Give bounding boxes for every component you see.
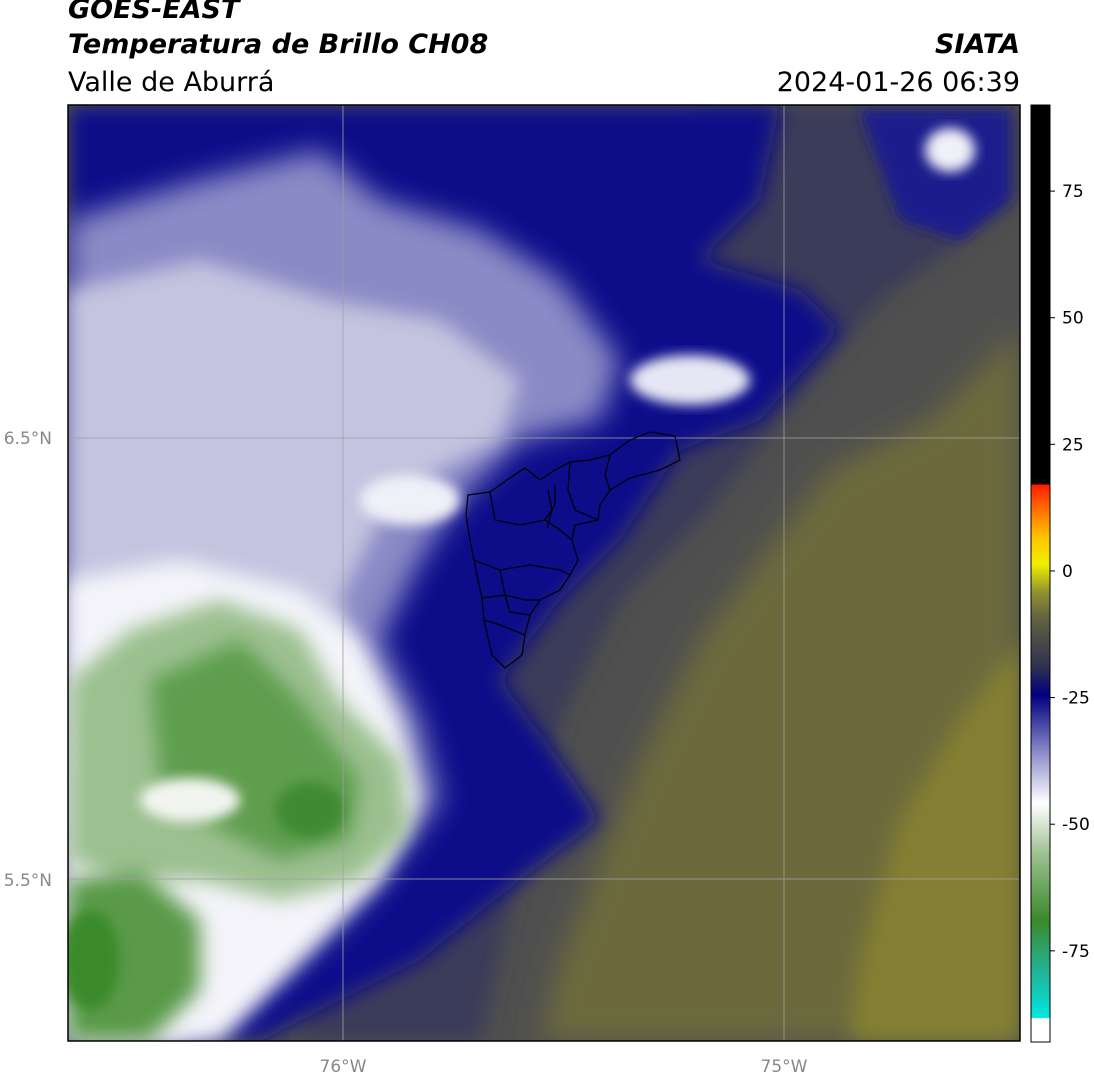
- colorbar-tick-label: -50: [1062, 815, 1090, 835]
- map-frame: [67, 104, 1021, 1042]
- colorbar-tick-label: -25: [1062, 689, 1090, 709]
- gridlines: [68, 105, 1020, 1041]
- colorbar-frame: [1030, 104, 1051, 1043]
- satellite-title: GOES-EAST: [68, 0, 240, 25]
- product-title: Temperatura de Brillo CH08: [68, 29, 489, 60]
- lat-label-5-5: 5.5°N: [4, 871, 52, 891]
- lat-label-6-5: 6.5°N: [4, 429, 52, 449]
- colorbar-tick-label: 25: [1062, 435, 1084, 455]
- lon-label-76w: 76°W: [320, 1057, 367, 1077]
- colorbar-tick-label: 0: [1062, 562, 1073, 582]
- valle-de-aburra-boundaries: [465, 431, 681, 669]
- colorbar-tick-label: -75: [1062, 942, 1090, 962]
- lon-label-75w: 75°W: [761, 1057, 808, 1077]
- colorbar-tick-label: 50: [1062, 309, 1084, 329]
- colorbar-gradient: [1031, 105, 1050, 1042]
- colorbar-ticks: 75 50 25 0 -25 -50 -75: [1050, 182, 1090, 962]
- colorbar-tick-label: 75: [1062, 182, 1084, 202]
- colorbar: 75 50 25 0 -25 -50 -75: [1030, 104, 1090, 1043]
- organization-label: SIATA: [934, 29, 1020, 60]
- brightness-temperature-field: [68, 105, 1020, 1041]
- region-title: Valle de Aburrá: [68, 67, 275, 98]
- timestamp-label: 2024-01-26 06:39: [776, 67, 1020, 98]
